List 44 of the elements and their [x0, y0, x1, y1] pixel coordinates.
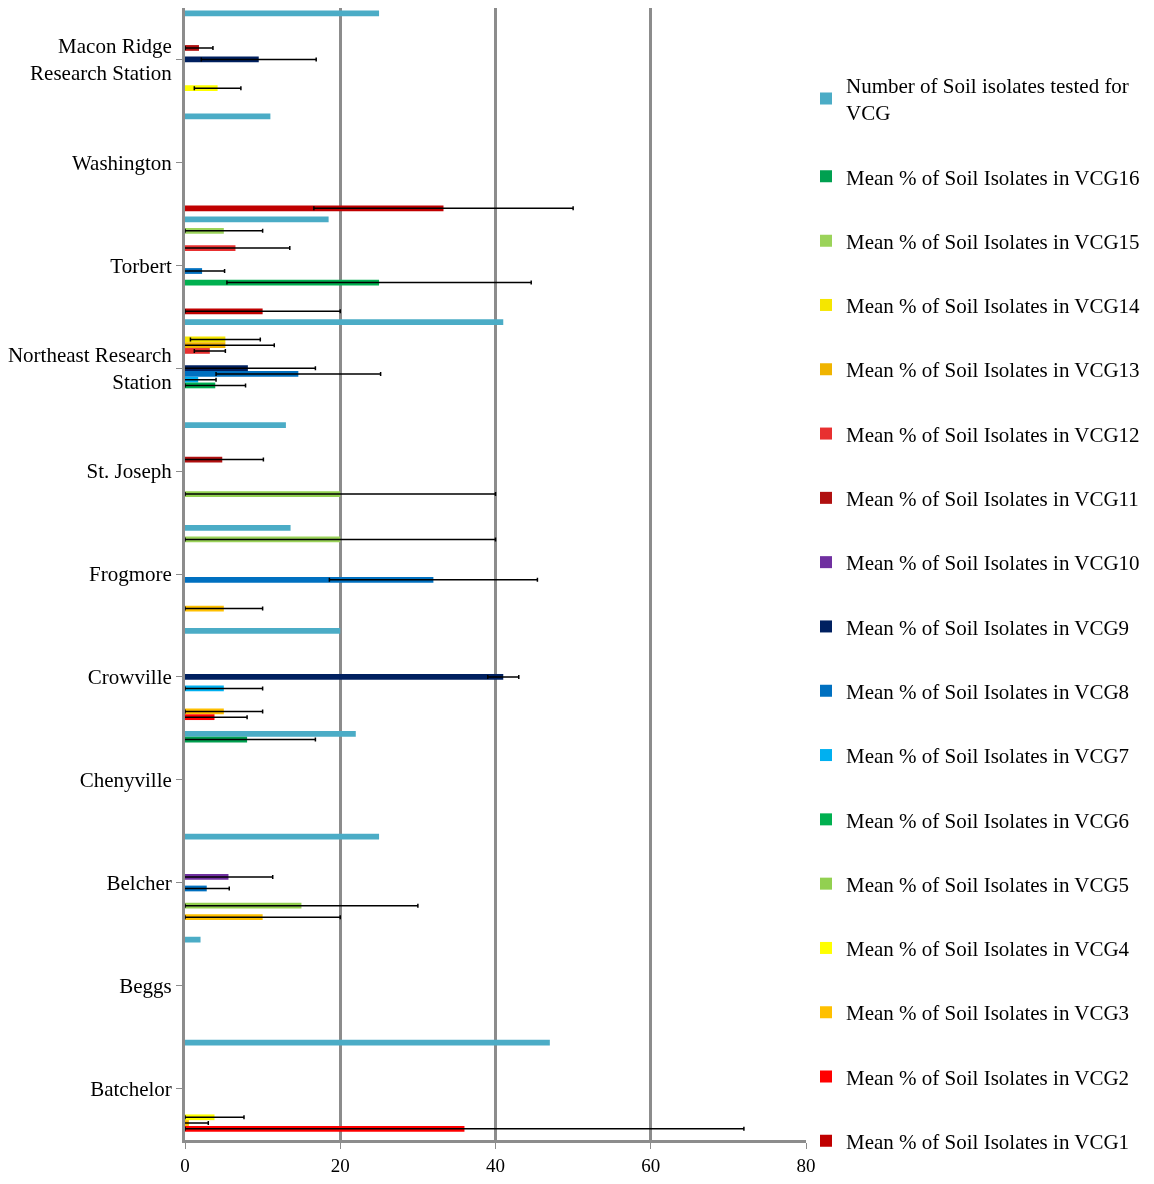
legend-label: Mean % of Soil Isolates in VCG5 — [846, 872, 1130, 897]
legend-label: Mean % of Soil Isolates in VCG1 — [846, 1130, 1130, 1155]
y-tick-label: Chenyville — [79, 768, 172, 793]
y-tick-label: Northeast Research Station — [7, 342, 173, 395]
y-tick-label: St. Joseph — [86, 459, 173, 484]
bar — [185, 113, 271, 120]
bar — [185, 674, 504, 680]
bar — [185, 319, 504, 326]
y-tick-label: Macon Ridge Research Station — [30, 34, 173, 86]
x-tick-label: 60 — [641, 1154, 661, 1176]
legend-label: Mean % of Soil Isolates in VCG4 — [846, 937, 1130, 962]
legend-label: Mean % of Soil Isolates in VCG9 — [846, 615, 1130, 640]
legend-label: Mean % of Soil Isolates in VCG11 — [846, 487, 1139, 512]
legend-label: Mean % of Soil Isolates in VCG12 — [846, 422, 1140, 447]
x-tick-label: 40 — [486, 1154, 505, 1176]
legend-label: Mean % of Soil Isolates in VCG3 — [846, 1001, 1130, 1026]
legend-label: Mean % of Soil Isolates in VCG8 — [846, 679, 1130, 704]
legend-label: Mean % of Soil Isolates in VCG10 — [846, 551, 1140, 576]
y-tick-label: Frogmore — [88, 562, 172, 587]
y-tick-label: Batchelor — [90, 1076, 172, 1101]
bar — [185, 833, 380, 840]
x-tick-label: 20 — [330, 1154, 350, 1176]
legend-label: Mean % of Soil Isolates in VCG14 — [846, 294, 1141, 319]
bar — [185, 216, 329, 223]
y-tick-label: Crowville — [87, 665, 172, 690]
bar — [185, 628, 341, 634]
bar — [185, 730, 356, 737]
legend-label: Mean % of Soil Isolates in VCG2 — [846, 1065, 1130, 1090]
y-tick-label: Torbert — [110, 253, 172, 278]
legend-label: Mean % of Soil Isolates in VCG13 — [846, 358, 1140, 383]
bar — [185, 525, 291, 531]
legend-label: Mean % of Soil Isolates in VCG7 — [846, 744, 1130, 769]
bar — [185, 205, 444, 212]
legend-label: Number of Soil isolates tested for VCG — [846, 73, 1129, 126]
legend-label: Mean % of Soil Isolates in VCG6 — [846, 808, 1130, 833]
x-tick-label: 0 — [180, 1154, 190, 1176]
x-tick-label: 80 — [796, 1154, 816, 1176]
bar — [185, 936, 201, 943]
legend-label: Mean % of Soil Isolates in VCG15 — [846, 229, 1140, 254]
y-tick-label: Washington — [71, 150, 173, 175]
legend-label: Mean % of Soil Isolates in VCG16 — [846, 165, 1140, 190]
y-tick-label: Beggs — [119, 973, 172, 998]
y-tick-label: Belcher — [106, 871, 172, 896]
bar — [185, 422, 286, 428]
